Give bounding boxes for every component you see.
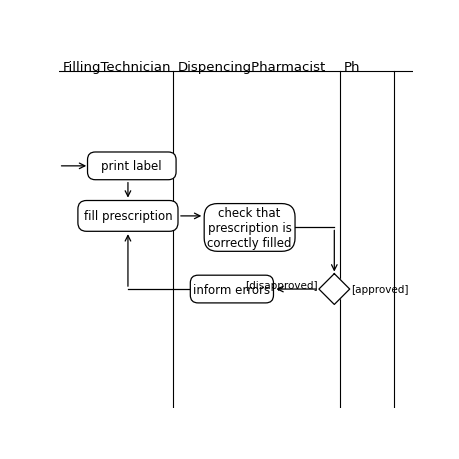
Text: print label: print label	[101, 160, 162, 173]
Text: FillingTechnician: FillingTechnician	[62, 61, 171, 74]
FancyBboxPatch shape	[78, 201, 178, 232]
Text: DispencingPharmacist: DispencingPharmacist	[178, 61, 325, 74]
Text: fill prescription: fill prescription	[84, 210, 172, 223]
Text: Ph: Ph	[343, 61, 359, 74]
Text: check that
prescription is
correctly filled: check that prescription is correctly fil…	[207, 207, 291, 249]
FancyBboxPatch shape	[204, 204, 294, 252]
FancyBboxPatch shape	[87, 153, 176, 180]
Text: [approved]: [approved]	[351, 285, 408, 294]
Polygon shape	[318, 274, 349, 305]
Text: [disapproved]: [disapproved]	[244, 280, 317, 291]
Text: inform errors: inform errors	[193, 283, 270, 296]
FancyBboxPatch shape	[190, 275, 273, 303]
